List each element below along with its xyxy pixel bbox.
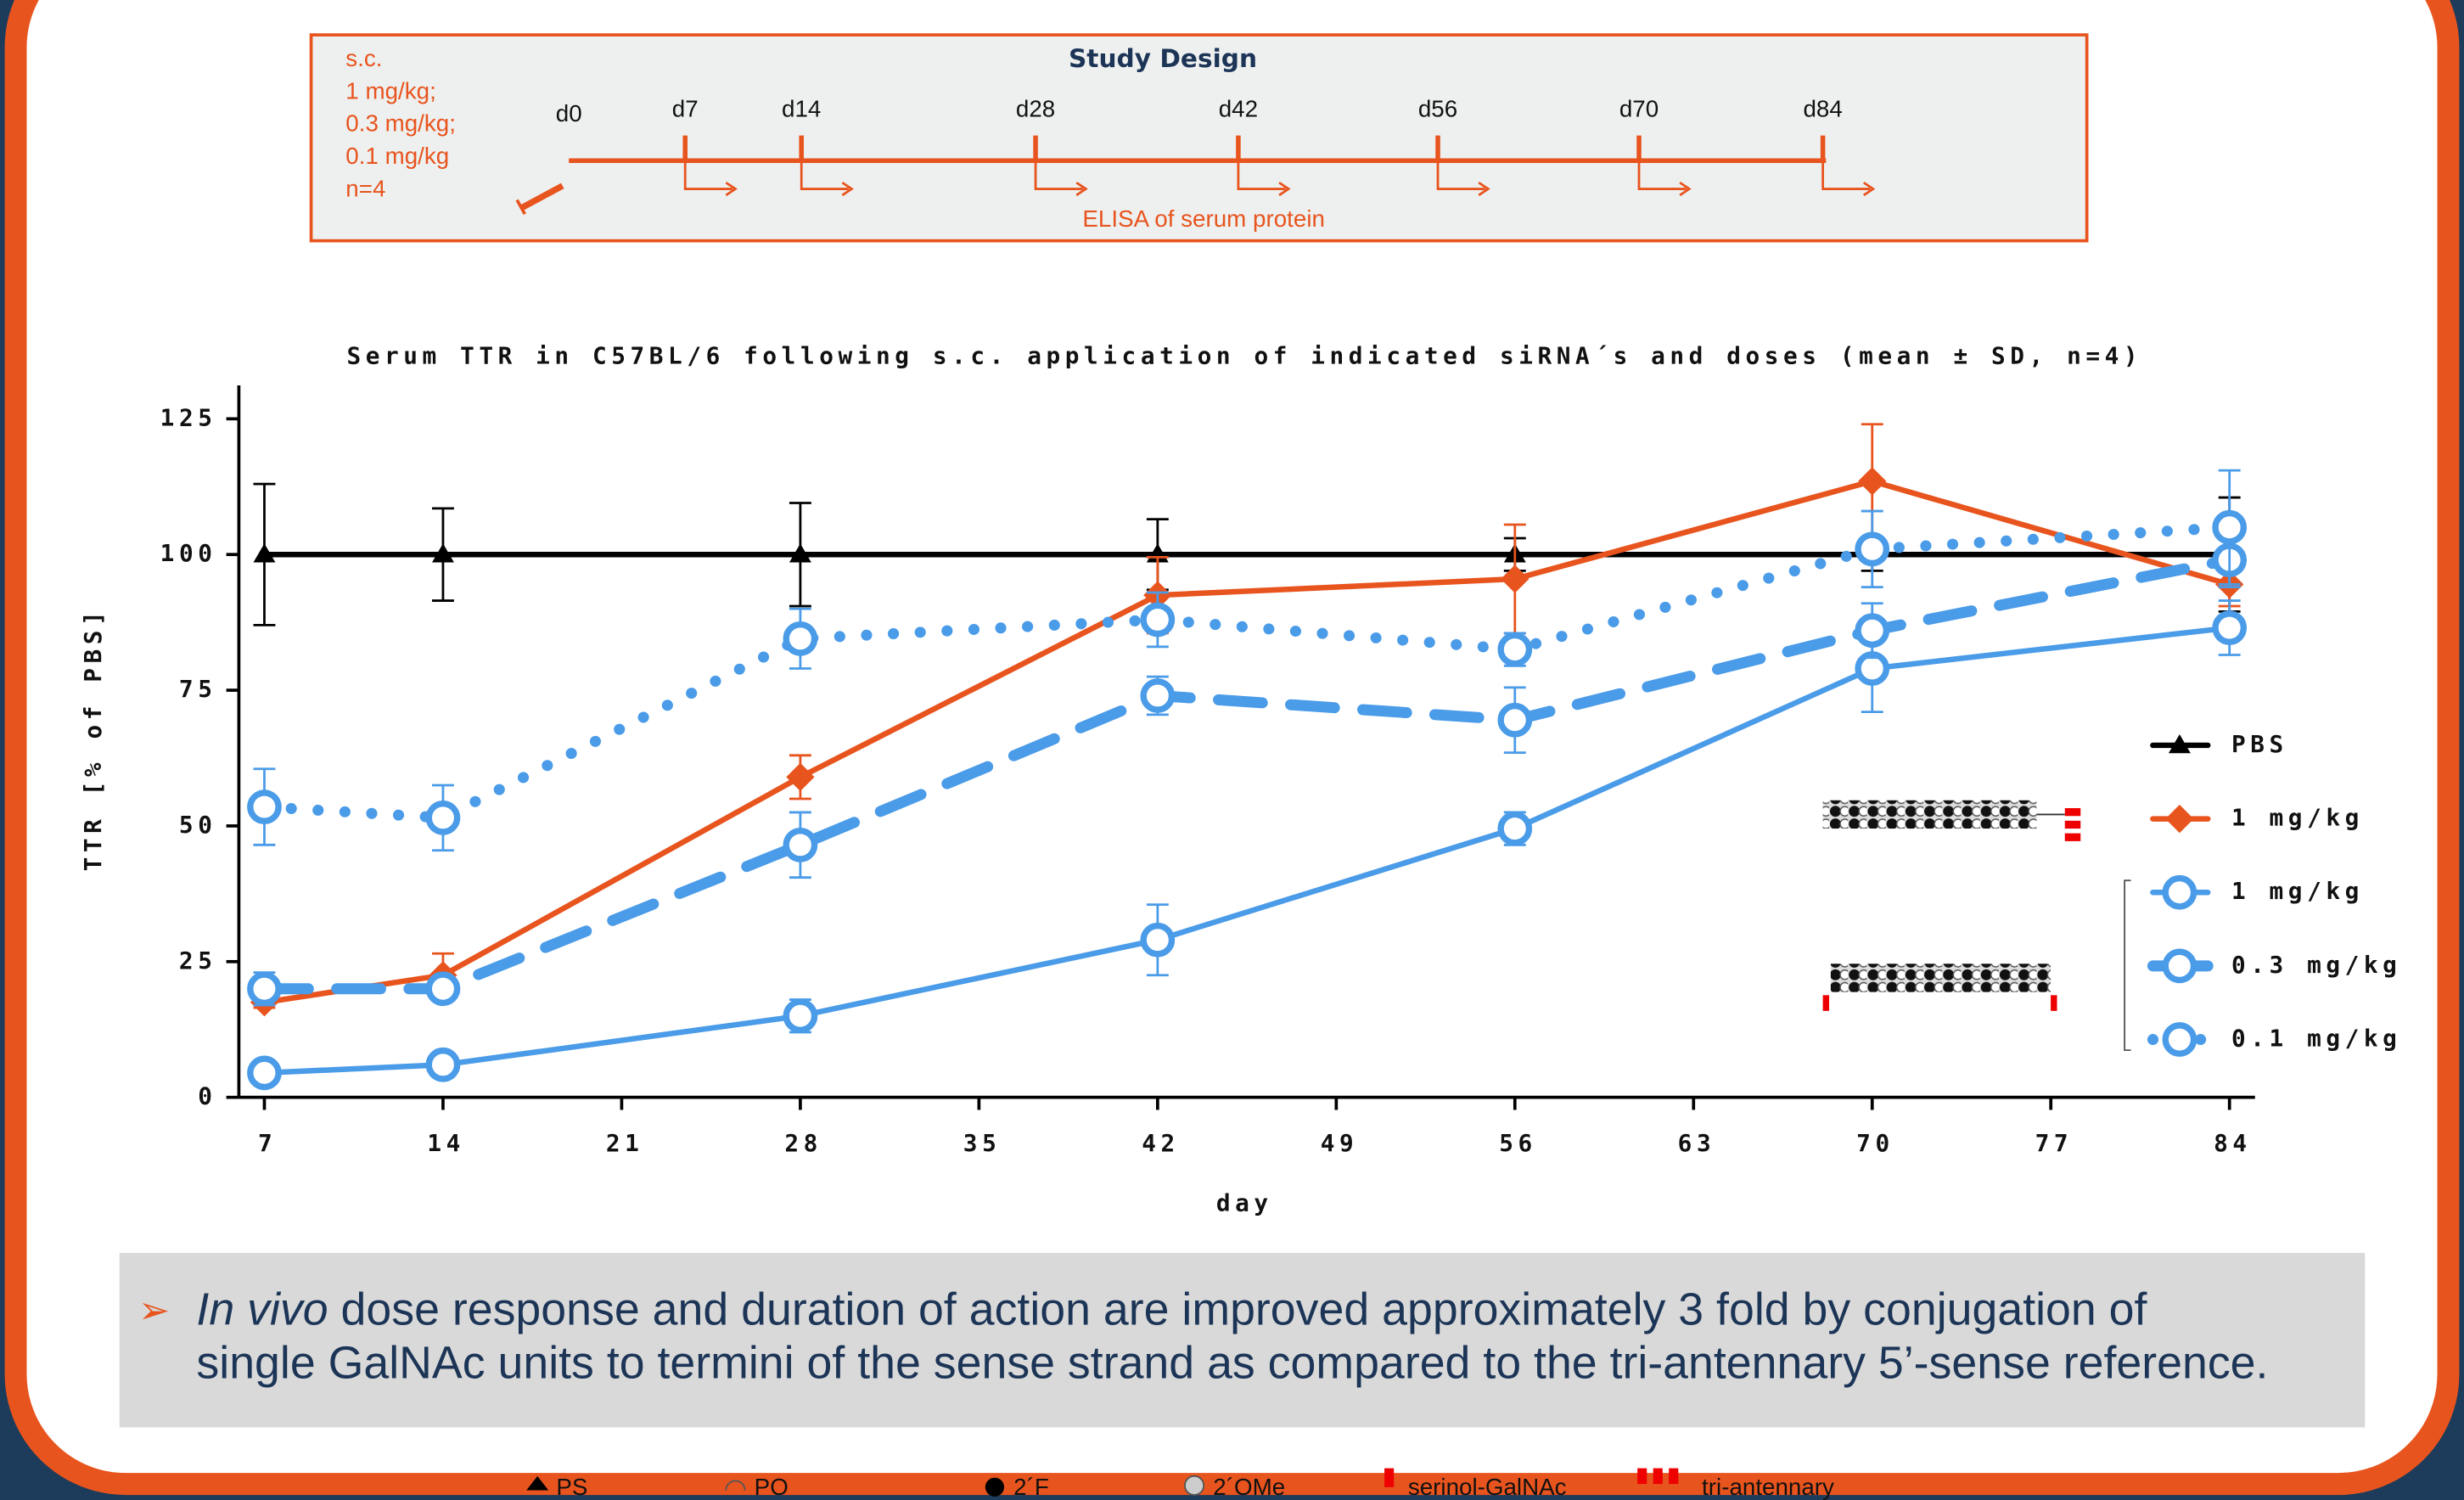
day-label: d56 <box>1418 95 1457 121</box>
marker <box>1143 605 1171 633</box>
dose-line: s.c. <box>345 45 382 71</box>
chart-title: Serum TTR in C57BL/6 following s.c. appl… <box>346 342 2142 370</box>
marker <box>2165 879 2193 907</box>
legend-item: 0.3 mg/kg <box>2152 951 2401 980</box>
key-icon <box>985 1478 1004 1497</box>
key-icon <box>1669 1469 1678 1485</box>
y-axis-label: TTR [% of PBS] <box>79 607 107 872</box>
marker <box>1501 635 1529 663</box>
dose-line: n=4 <box>345 175 385 201</box>
y-tick-label: 0 <box>198 1082 216 1110</box>
marker <box>2215 514 2243 542</box>
x-tick-label: 7 <box>258 1129 277 1157</box>
marker <box>786 1002 814 1030</box>
marker <box>250 793 278 821</box>
day-label: d84 <box>1803 95 1842 121</box>
x-tick-label: 42 <box>1142 1129 1180 1157</box>
legend-label: 1 mg/kg <box>2231 877 2364 905</box>
x-axis-label: day <box>1216 1189 1273 1217</box>
y-tick-label: 25 <box>179 947 217 975</box>
marker <box>429 1051 457 1079</box>
marker <box>786 831 814 859</box>
day-label: d0 <box>556 100 582 126</box>
day-label: d28 <box>1016 95 1055 121</box>
day-label: d14 <box>782 95 821 121</box>
note-line: single GalNAc units to termini of the se… <box>196 1337 2268 1388</box>
x-tick-label: 14 <box>427 1129 465 1157</box>
marker <box>1858 616 1886 644</box>
marker <box>2165 1025 2193 1053</box>
x-tick-label: 28 <box>784 1129 822 1157</box>
key-icon <box>1653 1469 1663 1485</box>
key-label: PS <box>556 1474 587 1500</box>
note-text: dose response and duration of action are… <box>328 1284 2147 1334</box>
legend-label: 0.1 mg/kg <box>2231 1025 2401 1053</box>
day-label: d70 <box>1619 95 1659 121</box>
key-icon <box>1384 1469 1394 1487</box>
x-tick-label: 21 <box>606 1129 644 1157</box>
x-tick-label: 35 <box>963 1129 1002 1157</box>
marker <box>250 975 278 1003</box>
marker <box>1858 535 1886 563</box>
dose-line: 0.1 mg/kg <box>345 143 449 169</box>
key-label: tri-antennary <box>1702 1474 1834 1500</box>
assay-label: ELISA of serum protein <box>1082 205 1325 232</box>
marker <box>1143 926 1171 954</box>
x-tick-label: 63 <box>1678 1129 1716 1157</box>
key-icon <box>1185 1476 1204 1495</box>
x-tick-label: 84 <box>2214 1129 2252 1157</box>
slide: Study Design ELISA of serum protein ➢ In… <box>0 0 2464 1500</box>
marker <box>429 975 457 1003</box>
note-line: In vivo dose response and duration of ac… <box>196 1284 2147 1334</box>
marker <box>1501 814 1529 842</box>
note-italic: In vivo <box>196 1284 328 1334</box>
legend-label: 0.3 mg/kg <box>2231 951 2401 979</box>
y-tick-label: 125 <box>160 403 217 431</box>
x-tick-label: 70 <box>1856 1129 1894 1157</box>
legend-item: 0.1 mg/kg <box>2152 1025 2401 1054</box>
marker <box>2215 614 2243 642</box>
day-label: d7 <box>672 95 699 121</box>
marker <box>429 804 457 832</box>
study-design-title: Study Design <box>1069 44 1257 73</box>
x-tick-label: 49 <box>1321 1129 1359 1157</box>
dose-line: 1 mg/kg; <box>345 77 435 104</box>
y-tick-label: 100 <box>160 539 217 567</box>
marker <box>2165 952 2193 980</box>
y-tick-label: 75 <box>179 675 217 703</box>
marker <box>1143 682 1171 710</box>
y-tick-label: 50 <box>179 811 217 839</box>
bullet: ➢ <box>138 1289 170 1332</box>
key-label: PO <box>755 1474 789 1500</box>
marker <box>250 1059 278 1087</box>
key-label: 2´OMe <box>1213 1474 1285 1500</box>
key-label: serinol-GalNAc <box>1408 1474 1567 1500</box>
dose-line: 0.3 mg/kg; <box>345 110 456 137</box>
legend-label: PBS <box>2231 730 2288 758</box>
day-label: d42 <box>1219 95 1258 121</box>
key-icon <box>1637 1469 1647 1485</box>
legend-item: 1 mg/kg <box>2152 877 2363 907</box>
marker <box>1501 706 1529 734</box>
key-label: 2´F <box>1013 1474 1049 1500</box>
x-tick-label: 56 <box>1499 1129 1537 1157</box>
legend-label: 1 mg/kg <box>2231 804 2364 832</box>
x-tick-label: 77 <box>2035 1129 2074 1157</box>
marker <box>786 625 814 653</box>
